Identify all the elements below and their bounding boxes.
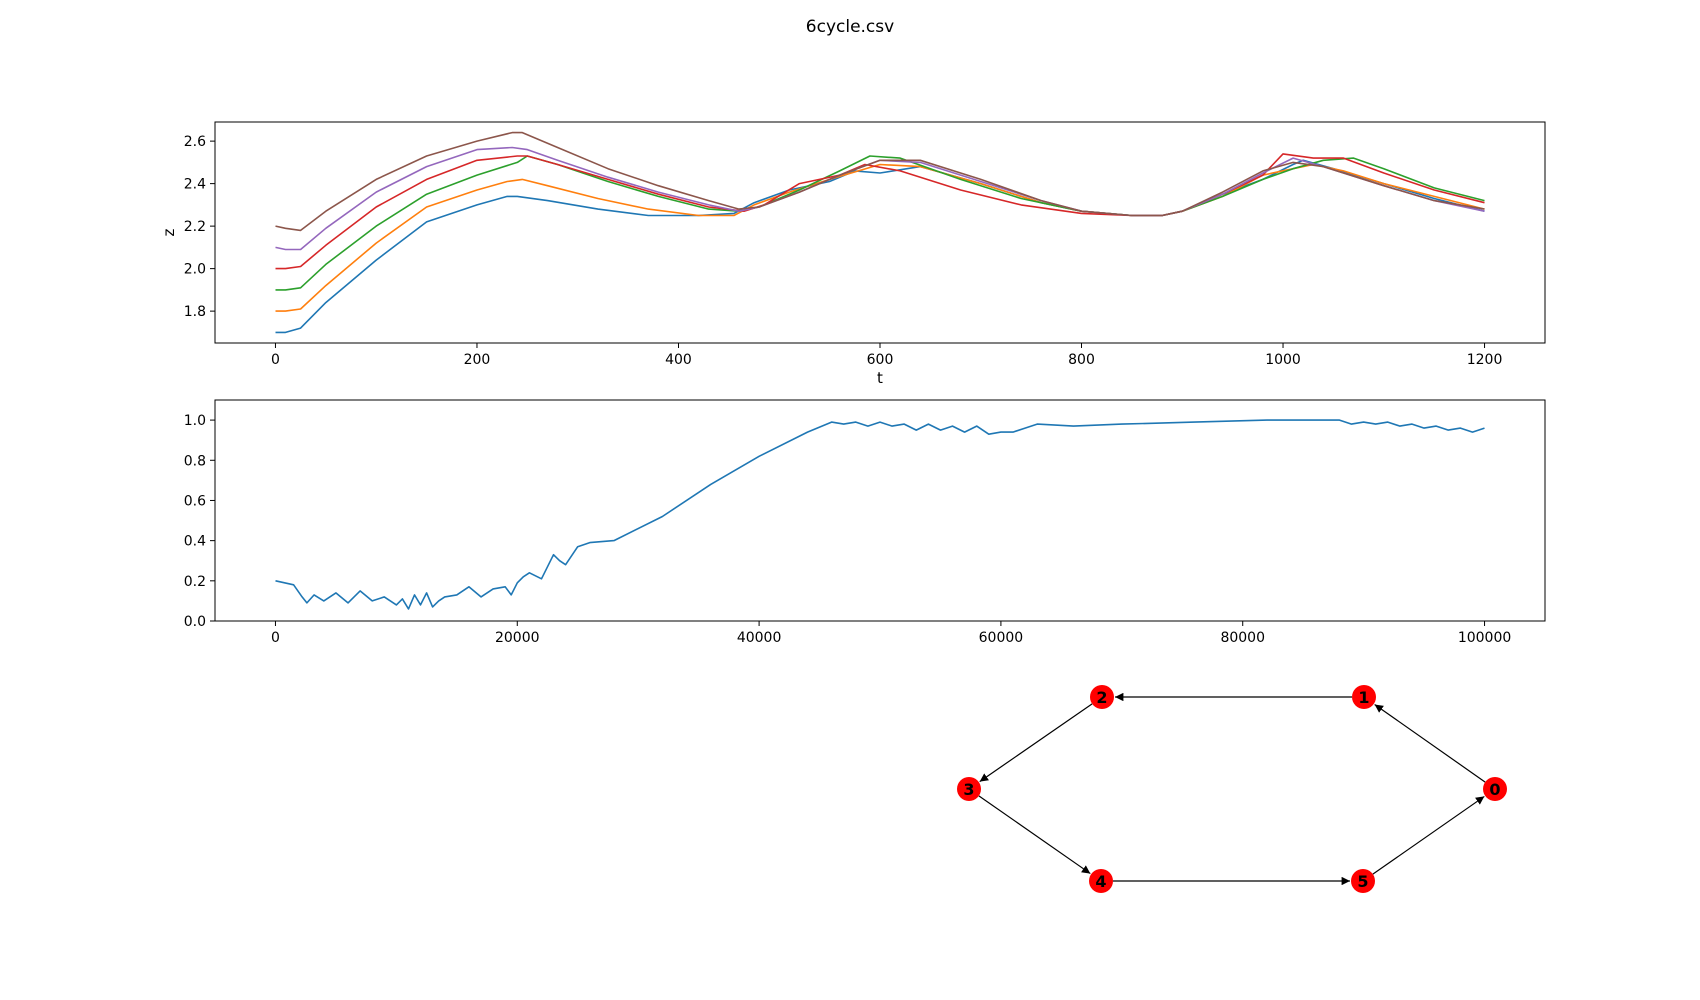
graph-node-0 <box>1483 777 1507 801</box>
y-tick-label: 2.4 <box>184 177 206 193</box>
x-tick-label: 800 <box>1068 352 1095 368</box>
y-tick-label: 2.0 <box>184 262 206 278</box>
y-tick-label: 0.8 <box>184 453 206 469</box>
y-tick-label: 0.4 <box>184 534 206 550</box>
edge-2-3 <box>979 703 1093 783</box>
x-axis-label: t <box>877 369 883 387</box>
x-tick-label: 400 <box>665 352 692 368</box>
y-tick-label: 2.6 <box>184 134 206 150</box>
series-line-4 <box>275 146 1485 251</box>
axes-frame <box>214 399 1546 622</box>
y-axis-label: z <box>160 228 178 236</box>
figure-title: 6cycle.csv <box>806 17 894 37</box>
graph-node-label: 2 <box>1096 688 1107 707</box>
series-line-2 <box>275 155 1485 291</box>
chart-order-parameter: 0 20000 40000 60000 80000 100000 0.0 0.2 0.4 0.6 0… <box>184 399 1546 646</box>
graph-node-label: 3 <box>963 780 974 799</box>
y-tick-label: 1.8 <box>184 304 206 320</box>
x-tick-label: 200 <box>464 352 491 368</box>
x-tick-label: 0 <box>271 630 280 646</box>
x-tick-label: 60000 <box>979 630 1024 646</box>
graph-node-2 <box>1090 685 1114 709</box>
edge-5-0 <box>1372 795 1485 875</box>
y-tick-label: 2.2 <box>184 219 206 235</box>
y-tick-label: 1.0 <box>184 413 206 429</box>
x-tick-label: 80000 <box>1220 630 1265 646</box>
x-tick-label: 1200 <box>1467 352 1503 368</box>
y-tick-label: 0.2 <box>184 574 206 590</box>
cycle-graph: 0 1 2 3 4 5 <box>957 685 1507 893</box>
graph-node-label: 5 <box>1357 872 1368 891</box>
edge-0-1 <box>1374 703 1486 783</box>
graph-node-label: 1 <box>1358 688 1369 707</box>
series-line-0 <box>275 159 1485 334</box>
x-tick-label: 40000 <box>737 630 782 646</box>
x-tick-label: 600 <box>867 352 894 368</box>
graph-node-1 <box>1352 685 1376 709</box>
graph-node-3 <box>957 777 981 801</box>
x-tick-label: 1000 <box>1265 352 1301 368</box>
series-line-5 <box>275 131 1485 232</box>
graph-node-5 <box>1351 869 1375 893</box>
edge-3-4 <box>978 795 1091 875</box>
graph-node-label: 4 <box>1095 872 1106 891</box>
y-tick-label: 0.6 <box>184 493 206 509</box>
series-line-0 <box>275 419 1485 610</box>
graph-node-4 <box>1089 869 1113 893</box>
axes-frame <box>214 121 1546 344</box>
chart-z-vs-t: 0 200 400 600 800 1000 1200 1.8 2.0 2.2 2.4 2.6 t z <box>160 121 1546 387</box>
series-line-1 <box>275 163 1485 312</box>
x-tick-label: 0 <box>271 352 280 368</box>
x-tick-label: 100000 <box>1458 630 1511 646</box>
graph-node-label: 0 <box>1489 780 1500 799</box>
x-tick-label: 20000 <box>495 630 540 646</box>
y-tick-label: 0.0 <box>184 614 206 630</box>
